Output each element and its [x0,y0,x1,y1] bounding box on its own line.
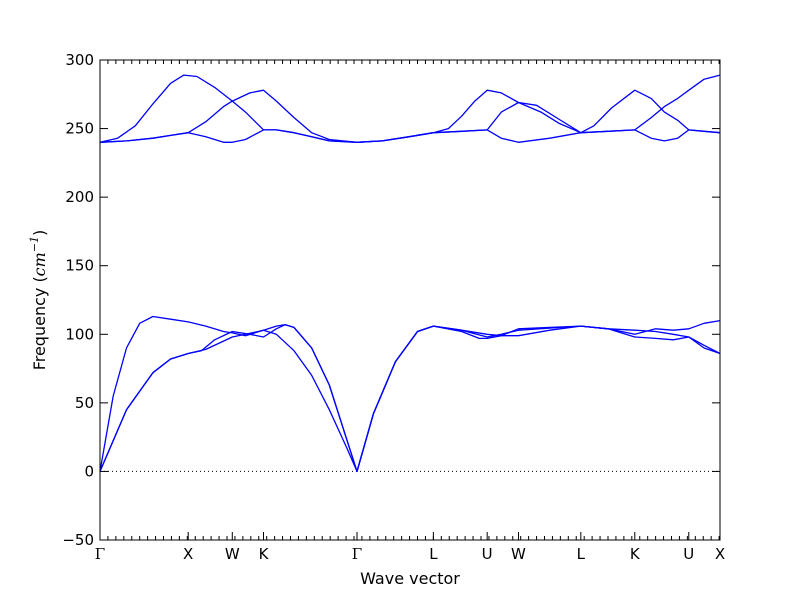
y-tick-label: 0 [84,462,94,480]
y-axis-title-suffix: ) [30,230,49,236]
y-tick-label: 100 [65,325,94,343]
x-tick-label: U [482,545,493,563]
x-tick-label: U [683,545,694,563]
x-tick-label: K [259,545,270,563]
phonon-branch-6 [99,74,721,143]
y-tick-label: 50 [75,394,94,412]
x-tick-label: W [225,545,240,563]
y-axis-title-unit: cm [30,252,49,276]
y-tick-label: 200 [65,188,94,206]
y-axis-title-prefix: Frequency ( [30,276,49,370]
y-tick-label: 250 [65,120,94,138]
x-tick-label: Γ [95,545,105,563]
y-tick-label: −50 [62,531,94,549]
plot-frame [99,59,721,541]
y-tick-label: 150 [65,257,94,275]
y-axis-title: Frequency (cm−1) [28,230,49,371]
x-tick-label: W [511,545,526,563]
x-tick-label: X [715,545,725,563]
x-tick-label: L [577,545,586,563]
x-tick-label: K [630,545,641,563]
x-tick-label: L [429,545,438,563]
x-tick-label: X [183,545,193,563]
y-axis-title-exponent: −1 [28,236,41,252]
x-tick-label: Γ [352,545,362,563]
phonon-branch-3 [99,315,721,473]
y-tick-label: 300 [65,51,94,69]
series-layer [99,74,721,473]
x-axis-title: Wave vector [360,569,460,588]
